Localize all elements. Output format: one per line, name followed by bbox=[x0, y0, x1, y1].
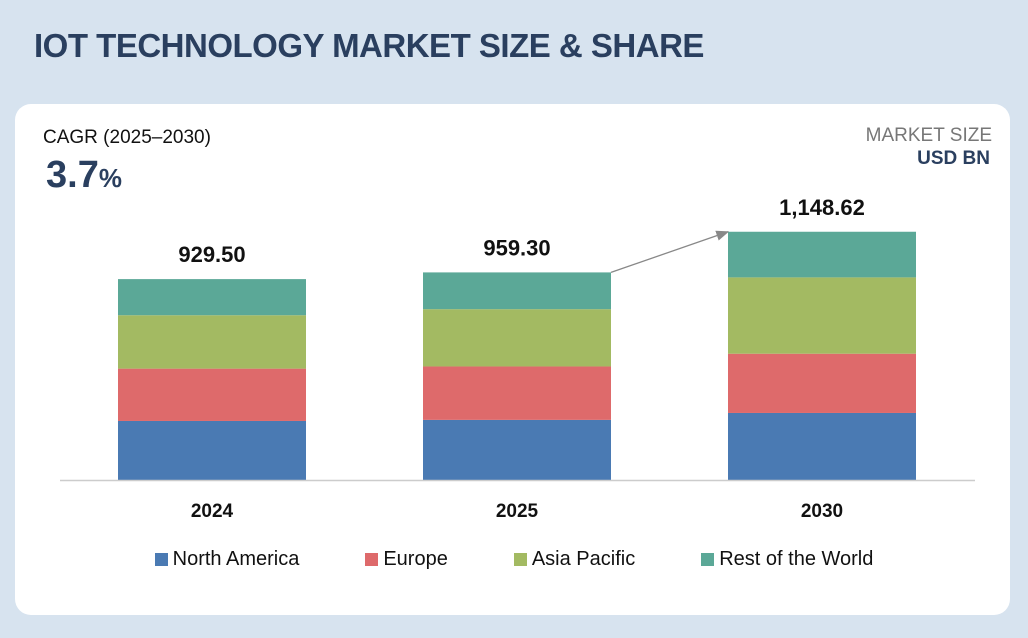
bar-segment bbox=[423, 309, 611, 367]
legend-item: Europe bbox=[365, 548, 448, 571]
legend-swatch bbox=[154, 553, 168, 566]
legend-swatch bbox=[513, 553, 527, 566]
legend: North America Europe Asia Pacific Rest of t… bbox=[0, 548, 1028, 571]
total-label: 959.30 bbox=[483, 235, 550, 260]
total-label: 1,148.62 bbox=[779, 195, 865, 220]
bar-segment bbox=[728, 231, 916, 278]
page-title: IOT TECHNOLOGY MARKET SIZE & SHARE bbox=[34, 27, 704, 64]
legend-item: North America bbox=[154, 548, 300, 571]
growth-arrow bbox=[610, 230, 730, 274]
bar-segment bbox=[423, 272, 611, 310]
legend-label: Asia Pacific bbox=[531, 548, 636, 570]
cagr-label: CAGR (2025–2030) bbox=[43, 127, 211, 148]
legend-swatch bbox=[701, 553, 715, 566]
cagr-unit: % bbox=[98, 163, 122, 193]
legend-label: Rest of the World bbox=[719, 548, 874, 570]
bar-segment bbox=[118, 315, 306, 369]
bar-segment bbox=[118, 368, 306, 421]
cagr-number: 3.7 bbox=[46, 154, 99, 196]
legend-swatch bbox=[365, 553, 379, 566]
x-tick-label: 2024 bbox=[191, 501, 234, 522]
legend-item: Rest of the World bbox=[701, 548, 873, 571]
bar-segment bbox=[423, 366, 611, 420]
bar-segment bbox=[728, 353, 916, 413]
market-size-label: MARKET SIZE bbox=[865, 125, 992, 146]
legend-item: Asia Pacific bbox=[513, 548, 636, 571]
x-tick-label: 2025 bbox=[496, 501, 539, 522]
bar-segment bbox=[728, 277, 916, 354]
bar-segment bbox=[118, 279, 306, 316]
market-size-unit: USD BN bbox=[917, 148, 990, 169]
x-tick-label: 2030 bbox=[801, 501, 843, 522]
legend-label: Europe bbox=[383, 548, 448, 570]
legend-label: North America bbox=[172, 548, 300, 570]
cagr-value: 3.7% bbox=[46, 154, 122, 197]
total-label: 929.50 bbox=[178, 242, 245, 267]
bar-segment bbox=[118, 420, 306, 480]
bar-segment bbox=[728, 412, 916, 480]
bar-segment bbox=[423, 419, 611, 480]
